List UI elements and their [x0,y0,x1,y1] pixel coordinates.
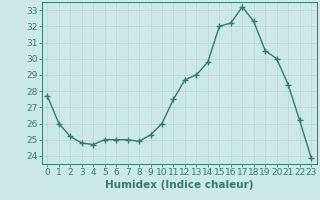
X-axis label: Humidex (Indice chaleur): Humidex (Indice chaleur) [105,180,253,190]
